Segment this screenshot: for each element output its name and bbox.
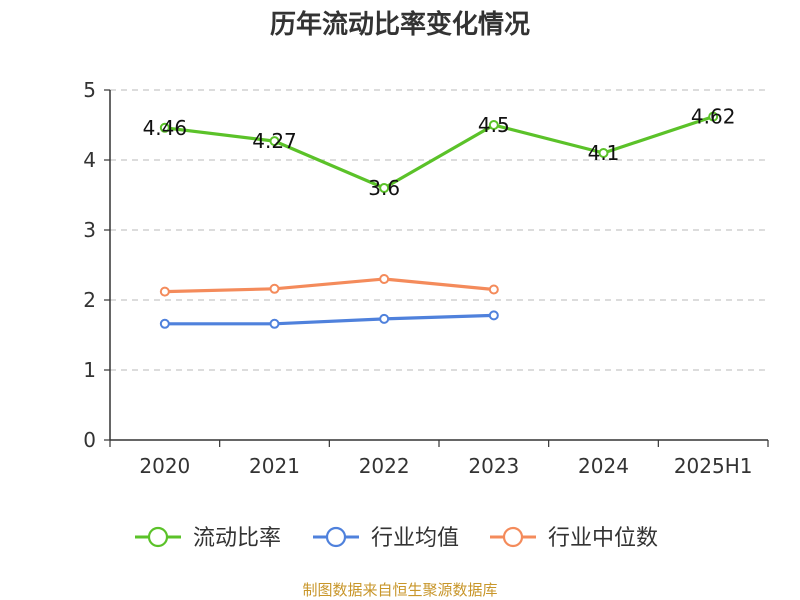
series-lines xyxy=(159,111,719,329)
data-labels: 4.46 4.27 3.6 4.5 4.1 4.62 xyxy=(143,105,736,200)
axes xyxy=(109,90,768,441)
legend-marker-1 xyxy=(325,526,347,548)
series-1-point-2022 xyxy=(379,313,390,324)
series-1-point-2021 xyxy=(269,318,280,329)
x-tick-label-2022: 2022 xyxy=(359,454,410,478)
y-tick-label-4: 4 xyxy=(83,148,96,172)
legend-label-0: 流动比率 xyxy=(193,526,281,551)
y-axis-ticks: 0 1 2 3 4 5 xyxy=(83,78,110,452)
data-label-2024: 4.1 xyxy=(588,141,620,165)
x-axis-ticks: 2020 2021 2022 2023 2024 2025H1 xyxy=(109,440,769,478)
x-tick-label-2020: 2020 xyxy=(139,454,190,478)
y-tick-label-5: 5 xyxy=(83,78,96,102)
series-line-0 xyxy=(164,115,714,190)
data-label-2025H1: 4.62 xyxy=(691,105,736,129)
x-tick-label-2025H1: 2025H1 xyxy=(674,454,753,478)
series-2-point-2022 xyxy=(379,274,390,284)
series-2-point-2021 xyxy=(269,283,280,294)
x-tick-label-2024: 2024 xyxy=(578,454,629,478)
series-2-point-2020 xyxy=(159,286,170,297)
y-tick-label-2: 2 xyxy=(83,288,96,312)
y-tick-label-3: 3 xyxy=(83,218,96,242)
chart-title: 历年流动比率变化情况 xyxy=(270,9,530,40)
legend-label-1: 行业均值 xyxy=(371,526,459,551)
legend-marker-2 xyxy=(502,526,524,548)
legend-marker-0 xyxy=(147,526,169,548)
data-label-2021: 4.27 xyxy=(252,129,297,153)
series-line-2 xyxy=(164,277,494,294)
y-tick-label-1: 1 xyxy=(83,358,96,382)
series-0-point-2023 xyxy=(488,120,499,130)
series-0-point-2022 xyxy=(379,183,390,193)
series-line-1 xyxy=(164,313,494,326)
data-label-2022: 3.6 xyxy=(368,176,400,200)
series-0-point-2021 xyxy=(269,136,280,147)
series-1-point-2023 xyxy=(488,310,499,321)
x-tick-label-2023: 2023 xyxy=(468,454,519,478)
legend-label-2: 行业中位数 xyxy=(548,526,658,551)
series-0-point-2024 xyxy=(598,148,609,158)
legend: 流动比率 行业均值 行业中位数 xyxy=(135,526,658,551)
series-1-point-2020 xyxy=(159,318,170,329)
series-2-point-2023 xyxy=(488,284,499,295)
source-note: 制图数据来自恒生聚源数据库 xyxy=(302,581,497,599)
series-0-point-2020 xyxy=(159,122,170,133)
series-0-point-2025H1 xyxy=(708,111,719,122)
data-label-2023: 4.5 xyxy=(478,113,510,137)
data-label-2020: 4.46 xyxy=(143,116,188,140)
y-tick-label-0: 0 xyxy=(83,428,96,452)
x-tick-label-2021: 2021 xyxy=(249,454,300,478)
